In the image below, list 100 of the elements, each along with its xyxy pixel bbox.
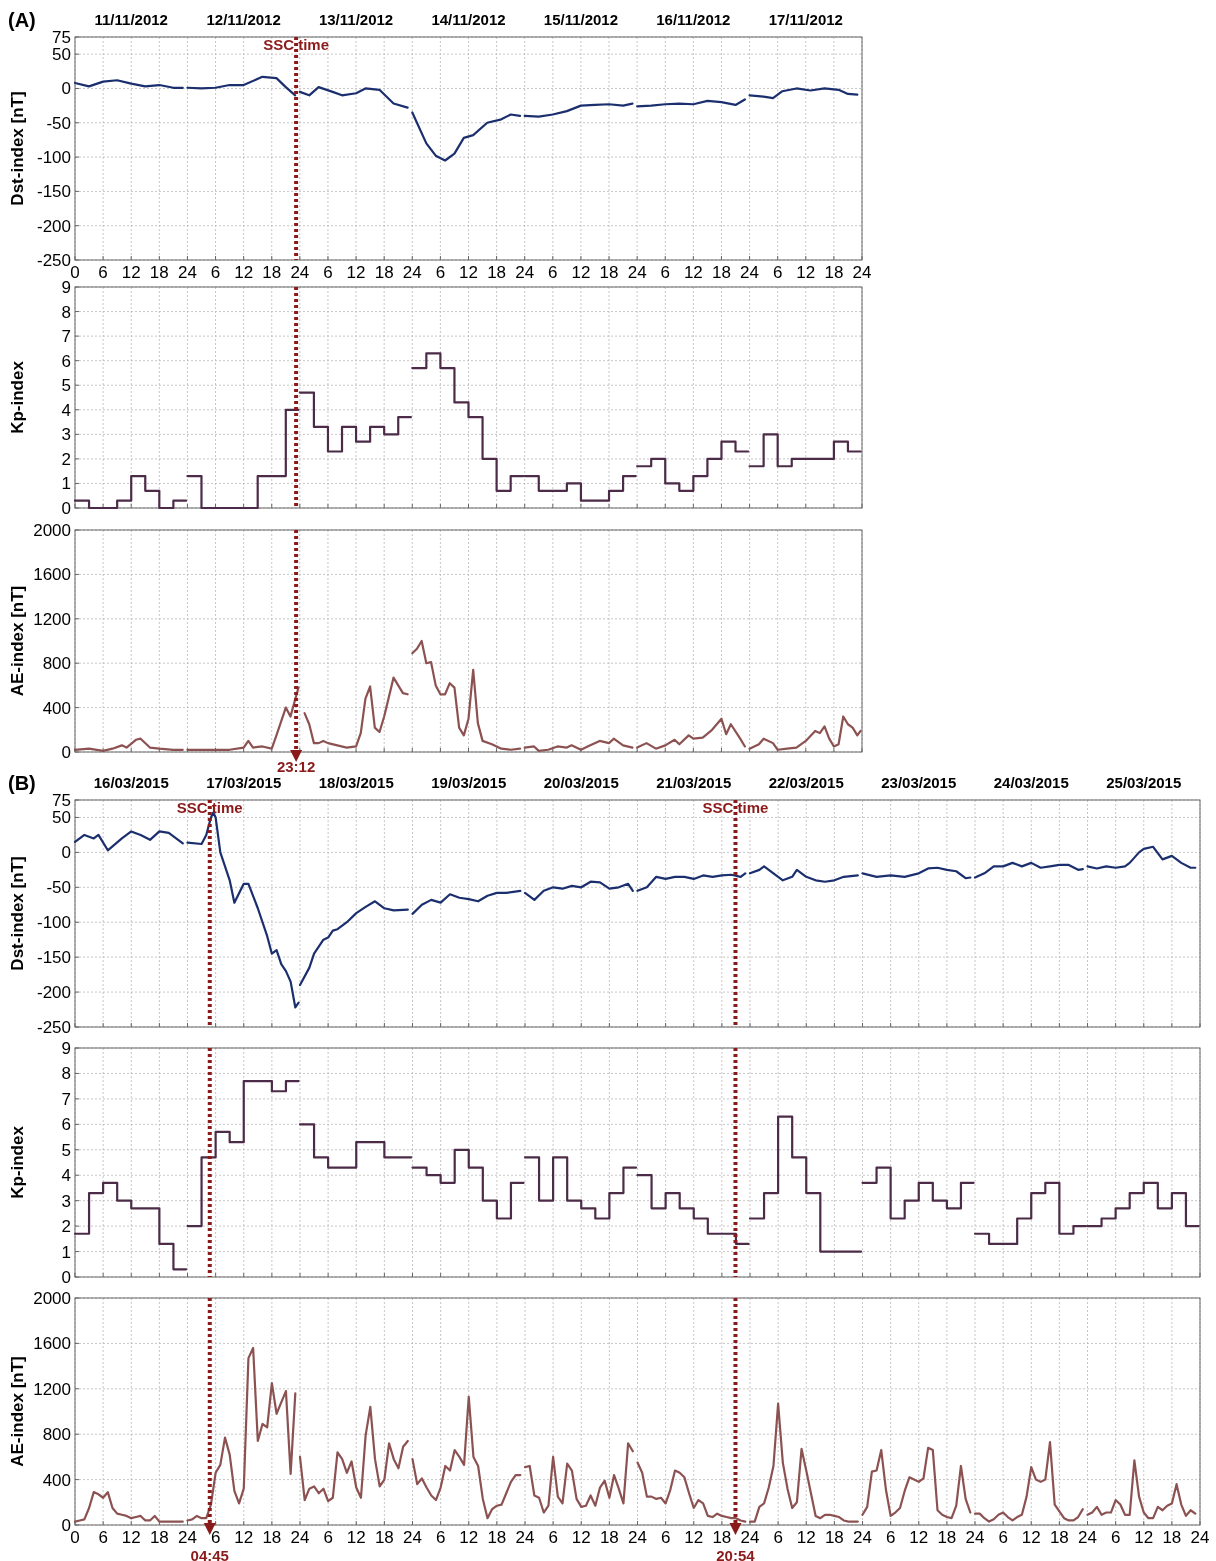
y-axis-title: AE-index [nT]: [8, 585, 27, 697]
x-tick-label: 12: [346, 263, 366, 282]
x2-tick-label: 23/03/2015: [881, 774, 957, 791]
y-tick-label: -50: [46, 878, 71, 898]
y-tick-label: 800: [42, 654, 71, 674]
y-tick-label: 50: [52, 808, 71, 828]
x2-tick-label: 20/03/2015: [543, 774, 619, 791]
y-tick-label: 6: [61, 1115, 71, 1135]
y-tick-label: -200: [36, 216, 71, 236]
x-tick-label: 12: [1021, 1528, 1041, 1547]
y-tick-label: 1: [61, 1242, 71, 1262]
y-tick-label: 4: [61, 400, 71, 420]
text: (B): [8, 772, 36, 794]
x-tick-label: 18: [487, 263, 507, 282]
x-tick-label: 6: [548, 263, 558, 282]
x-tick-label: 12: [459, 263, 478, 282]
x-tick-label: 6: [548, 1528, 558, 1547]
x-tick-label: 12: [121, 1528, 141, 1547]
x-tick-label: 18: [149, 1528, 169, 1547]
x-tick-label: 24: [403, 1528, 422, 1547]
x-tick-label: 6: [885, 1528, 896, 1547]
x-tick-label: 24: [515, 1528, 535, 1547]
x-tick-label: 6: [210, 1528, 221, 1547]
y-tick-label: -50: [46, 113, 71, 133]
x-tick-label: 24: [290, 263, 310, 282]
x2-tick-label: 16/03/2015: [93, 774, 169, 791]
x-tick-label: 18: [374, 263, 394, 282]
y-tick-label: 3: [61, 425, 71, 445]
y-tick-label: 8: [61, 302, 71, 322]
y-tick-label: 1600: [33, 565, 71, 585]
x-tick-label: 6: [435, 1528, 446, 1547]
x2-tick-label: 14/11/2012: [431, 11, 506, 28]
y-tick-label: 0: [61, 843, 71, 863]
x-tick-label: 6: [435, 263, 446, 282]
x-tick-label: 24: [177, 263, 197, 282]
x-tick-label: 12: [234, 1528, 254, 1547]
y-tick-label: 2: [61, 1217, 71, 1237]
y-tick-label: 0: [61, 79, 71, 99]
x-tick-label: 6: [772, 263, 783, 282]
x-tick-label: 6: [210, 263, 221, 282]
y-tick-label: 8: [61, 1064, 71, 1084]
x-tick-label: 18: [599, 263, 619, 282]
x-tick-label: 6: [660, 1528, 671, 1547]
x-tick-label: 18: [487, 1528, 507, 1547]
x-tick-label: 24: [628, 1528, 647, 1547]
x-tick-label: 18: [712, 263, 731, 282]
y-tick-label: 7: [61, 327, 71, 347]
x-tick-label: 18: [1049, 1528, 1069, 1547]
y-tick-label: 1600: [33, 1334, 71, 1354]
y-tick-label: 7: [61, 1089, 71, 1109]
x2-tick-label: 18/03/2015: [318, 774, 394, 791]
x-tick-label: 24: [627, 263, 647, 282]
x-tick-label: 24: [1190, 1528, 1210, 1547]
y-tick-label: -150: [36, 182, 71, 202]
x-tick-label: 12: [121, 263, 141, 282]
x-tick-label: 24: [852, 263, 872, 282]
x-tick-label: 18: [374, 1528, 394, 1547]
x-tick-label: 24: [740, 1528, 760, 1547]
x-tick-label: 24: [853, 1528, 872, 1547]
y-tick-label: 400: [42, 1470, 71, 1490]
x-tick-label: 6: [1110, 1528, 1121, 1547]
y-tick-label: 50: [52, 45, 71, 65]
y-tick-label: 2000: [33, 520, 71, 540]
ref-line-label: SSC time: [263, 36, 330, 53]
ref-line-label: 20:54: [716, 1547, 756, 1561]
x-tick-label: 24: [740, 263, 760, 282]
y-axis-title: Dst-index [nT]: [8, 91, 27, 206]
x2-tick-label: 21/03/2015: [656, 774, 732, 791]
x-tick-label: 12: [571, 263, 591, 282]
x-tick-label: 6: [98, 263, 108, 282]
x-tick-label: 12: [234, 263, 254, 282]
y-tick-label: 1200: [33, 1379, 71, 1399]
y-tick-label: 5: [61, 1140, 71, 1160]
y-tick-label: 1200: [33, 609, 71, 629]
y-axis-title: Dst-index [nT]: [8, 856, 27, 971]
y-tick-label: 6: [61, 351, 71, 371]
x2-tick-label: 24/03/2015: [993, 774, 1069, 791]
y-tick-label: 5: [61, 376, 71, 396]
x-tick-label: 6: [773, 1528, 783, 1547]
y-tick-label: -100: [36, 148, 71, 168]
x-tick-label: 18: [937, 1528, 957, 1547]
y-axis-title: Kp-index: [8, 360, 27, 434]
x2-tick-label: 17/11/2012: [768, 11, 843, 28]
y-tick-label: 2000: [33, 1288, 71, 1308]
y-tick-label: 800: [42, 1425, 71, 1445]
x2-tick-label: 17/03/2015: [206, 774, 282, 791]
y-tick-label: -250: [36, 1017, 71, 1037]
y-tick-label: 1: [61, 474, 71, 494]
y-axis-title: AE-index [nT]: [8, 1356, 27, 1467]
y-tick-label: 0: [61, 742, 71, 762]
x2-tick-label: 13/11/2012: [318, 11, 394, 28]
x-tick-label: 18: [824, 263, 844, 282]
ref-line-label: 23:12: [276, 758, 316, 775]
y-tick-label: 3: [61, 1191, 71, 1211]
y-tick-label: 75: [52, 790, 71, 810]
x-tick-label: 18: [149, 263, 169, 282]
y-tick-label: 9: [61, 1038, 71, 1058]
ref-line-label: SSC time: [702, 799, 769, 816]
x-tick-label: 12: [571, 1528, 591, 1547]
ref-line-label: SSC time: [176, 799, 243, 816]
